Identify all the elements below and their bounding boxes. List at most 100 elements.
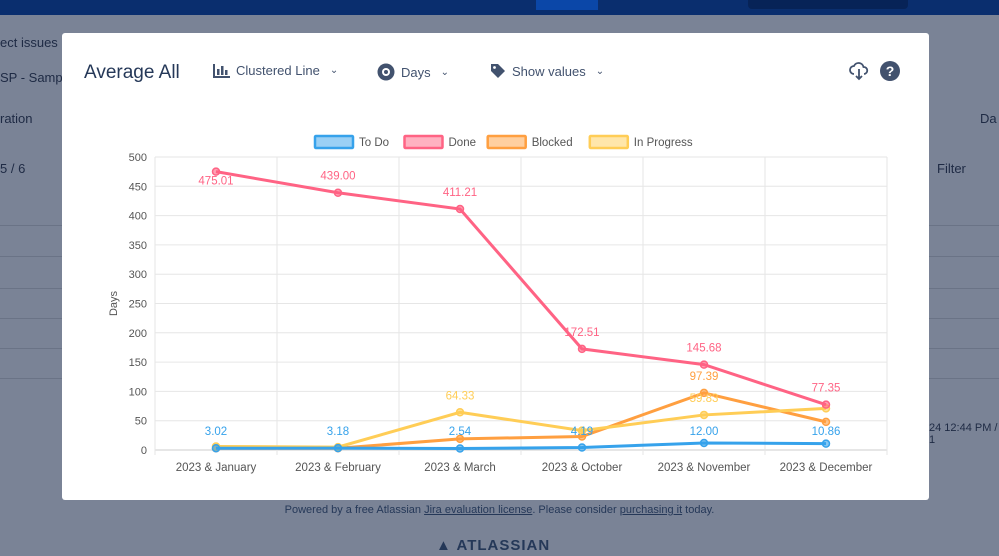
divider	[0, 318, 62, 319]
chevron-down-icon: ⌄	[329, 65, 339, 76]
divider	[0, 378, 62, 379]
divider	[0, 225, 62, 226]
divider	[929, 378, 999, 379]
legend-label: Blocked	[532, 137, 573, 149]
y-axis-title: Days	[108, 290, 120, 316]
unit-dropdown[interactable]: Days ⌄	[377, 63, 449, 81]
divider	[929, 318, 999, 319]
divider	[0, 256, 62, 257]
data-point	[455, 408, 465, 417]
bg-timestamp: 24 12:44 PM / 1	[929, 422, 998, 446]
divider	[929, 288, 999, 289]
tag-icon	[491, 64, 505, 78]
data-point	[577, 426, 587, 435]
divider	[929, 256, 999, 257]
legend-label: Done	[449, 137, 477, 149]
data-label: 2.54	[449, 426, 472, 438]
data-point	[333, 188, 343, 197]
y-tick-label: 300	[129, 269, 147, 281]
y-tick-label: 350	[129, 240, 147, 252]
y-tick-label: 450	[129, 181, 147, 193]
footer-middle: . Please consider	[532, 504, 620, 516]
x-tick-label: 2023 & December	[780, 462, 873, 474]
nav-selected-item[interactable]	[536, 0, 598, 10]
chevron-down-icon: ⌄	[595, 65, 605, 77]
data-label: 3.18	[327, 426, 349, 438]
chart-type-dropdown[interactable]: Clustered Line ⌄	[212, 63, 338, 78]
bg-text: 5 / 6	[0, 161, 26, 176]
bg-filter[interactable]: Filter	[937, 161, 966, 176]
data-label: 4.19	[571, 426, 593, 438]
divider	[0, 348, 62, 349]
show-values-label: Show values	[512, 63, 586, 79]
data-label: 10.86	[812, 426, 841, 438]
modal-title: Average All	[84, 62, 180, 83]
divider	[929, 348, 999, 349]
bg-text: SP - Sample	[0, 70, 73, 85]
data-label: 12.00	[690, 426, 719, 438]
data-point	[577, 344, 587, 354]
data-label: 3.02	[205, 426, 227, 438]
legend-label: To Do	[359, 137, 389, 149]
legend-label: In Progress	[634, 137, 693, 149]
data-label: 439.00	[320, 171, 355, 183]
series-line-to-do	[215, 441, 827, 451]
data-point	[211, 167, 221, 176]
y-tick-label: 100	[129, 386, 147, 398]
atlassian-logo: ▲ ATLASSIAN	[436, 537, 551, 554]
legend-swatch-to-do	[313, 134, 355, 150]
show-values-dropdown[interactable]: Show values ⌄	[490, 63, 604, 79]
x-tick-label: 2023 & November	[658, 462, 751, 474]
x-tick-label: 2023 & October	[542, 462, 623, 474]
bar-chart-icon	[213, 63, 230, 78]
x-tick-label: 2023 & March	[424, 462, 496, 474]
logo-text: ATLASSIAN	[456, 537, 551, 554]
series-line-done	[215, 170, 827, 407]
data-point	[821, 417, 831, 427]
data-label: 59.83	[690, 393, 719, 405]
unit-label: Days	[401, 64, 431, 80]
y-tick-label: 0	[141, 445, 147, 457]
bg-text: ration	[0, 111, 33, 126]
svg-text:?: ?	[886, 63, 895, 79]
y-tick-label: 250	[129, 299, 147, 311]
footer-prefix: Powered by a free Atlassian	[284, 504, 425, 516]
data-point	[455, 434, 465, 444]
footer-text: Powered by a free Atlassian Jira evaluat…	[0, 504, 999, 516]
data-label: 475.01	[198, 176, 233, 188]
top-navigation-bar	[0, 0, 999, 15]
bg-text: Da	[980, 111, 997, 126]
license-link[interactable]: Jira evaluation license	[424, 504, 533, 516]
cloud-download-icon[interactable]	[849, 61, 869, 81]
data-point	[699, 388, 709, 398]
x-tick-label: 2023 & January	[176, 462, 257, 474]
y-tick-label: 200	[129, 328, 147, 340]
chart-type-label: Clustered Line	[236, 63, 320, 78]
data-point	[821, 439, 831, 448]
divider	[929, 225, 999, 226]
data-point	[699, 410, 709, 420]
y-tick-label: 150	[129, 357, 147, 369]
data-point	[211, 443, 221, 453]
data-label: 411.21	[443, 187, 477, 199]
footer-suffix: today.	[682, 504, 715, 516]
chevron-down-icon: ⌄	[440, 66, 450, 78]
data-point	[455, 444, 465, 453]
purchase-link[interactable]: purchasing it	[619, 504, 683, 516]
bg-text: ect issues u	[0, 35, 69, 50]
data-point	[333, 443, 343, 453]
y-tick-label: 400	[129, 211, 147, 223]
data-point	[455, 204, 465, 214]
data-point	[699, 438, 709, 448]
eye-icon	[377, 63, 395, 81]
search-input[interactable]	[748, 0, 908, 9]
help-icon[interactable]: ?	[880, 61, 900, 81]
legend-swatch-blocked	[486, 134, 527, 150]
divider	[0, 288, 62, 289]
x-tick-label: 2023 & February	[295, 462, 381, 474]
y-tick-label: 500	[129, 152, 147, 164]
data-label: 172.51	[564, 327, 599, 339]
data-label: 64.33	[446, 390, 475, 402]
chart-modal: Average All Clustered Line ⌄ Days ⌄ Show v…	[62, 33, 929, 500]
